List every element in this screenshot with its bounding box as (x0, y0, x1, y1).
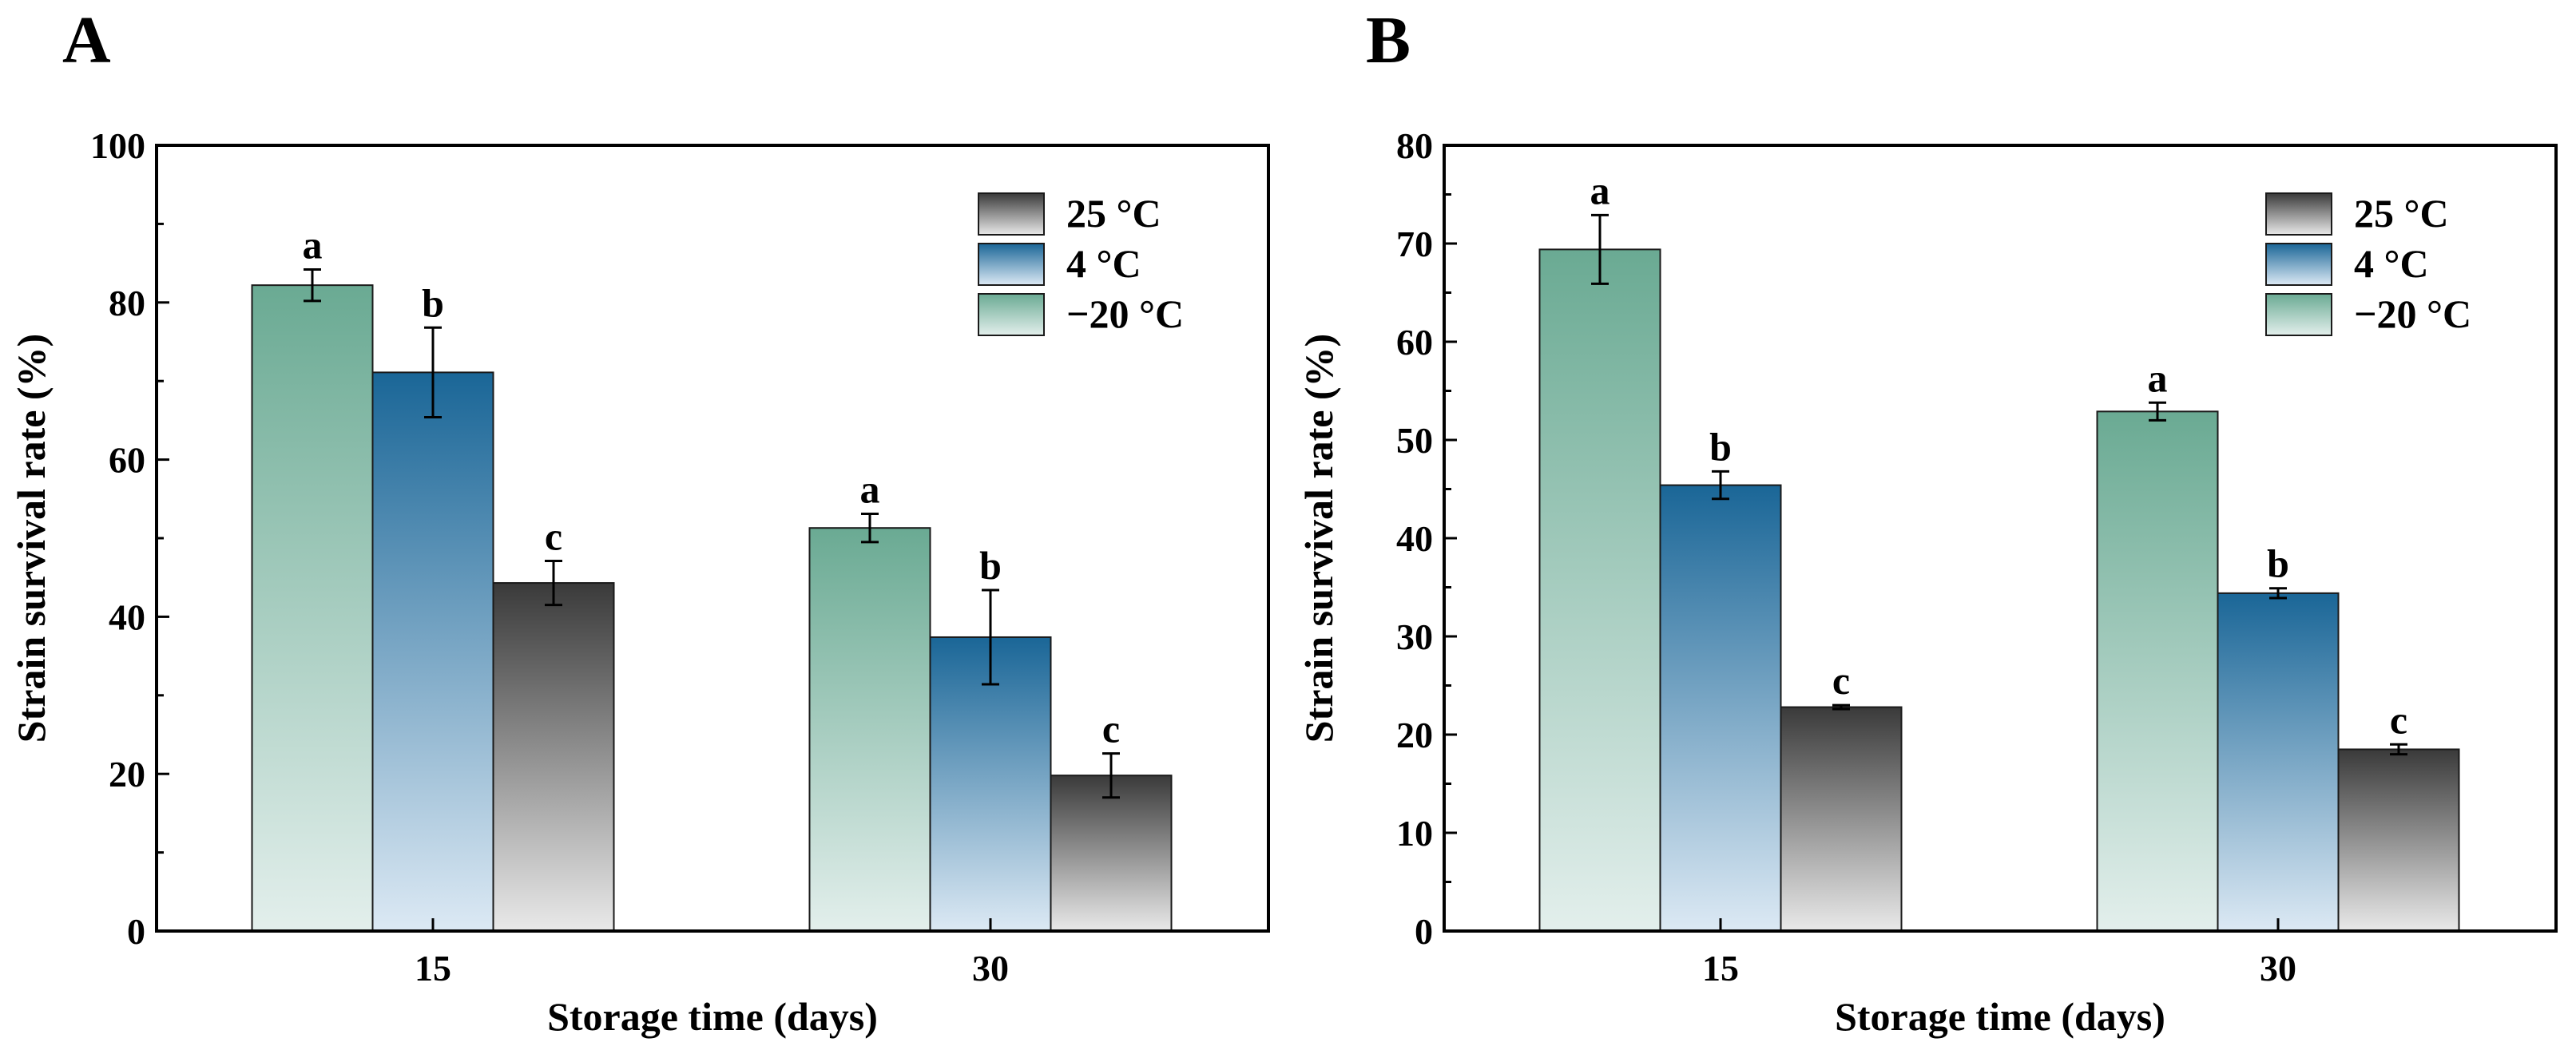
chart-1-bar-1-0 (1659, 484, 1782, 932)
chart-0-ytick-label-1: 20 (109, 754, 145, 794)
chart-panel-b: a a b b c c 0 10 20 30 40 50 60 70 80 15 30 Storage time … (1296, 125, 2558, 1039)
chart-panel-a: a a b b c c 0 20 40 60 80 100 15 30 Storage time (days… (9, 125, 1270, 1039)
chart-0-ytick-label-3: 60 (109, 440, 145, 481)
chart-1-ytick-label-2: 20 (1396, 715, 1433, 755)
chart-1-bar-1-1 (2217, 592, 2340, 932)
chart-1-ytick-label-6: 60 (1396, 322, 1433, 363)
panel-letter-a: A (62, 3, 111, 77)
chart-0-bar-2-1 (1050, 775, 1173, 933)
chart-0-legend-label-2: −20 °C (1066, 291, 1184, 336)
chart-1-ytick-label-1: 10 (1396, 813, 1433, 854)
chart-1-bar-2-0 (1780, 706, 1903, 932)
chart-0-sig-label-1-0: b (422, 280, 444, 325)
chart-0-sig-label-2-1: c (1102, 707, 1120, 751)
chart-1-legend-swatch-0 (2265, 192, 2332, 236)
chart-1-ytick-label-8: 80 (1396, 125, 1433, 166)
chart-0-bar-0-1 (808, 527, 931, 932)
chart-0-sig-label-2-0: c (545, 514, 562, 559)
chart-0-ytick-label-2: 40 (109, 596, 145, 637)
chart-0-ytick-label-0: 0 (127, 911, 145, 952)
chart-1-bar-2-1 (2337, 748, 2460, 933)
chart-1-legend-label-1: 4 °C (2354, 241, 2429, 286)
chart-1-xtick-label-0: 15 (1702, 948, 1739, 989)
chart-1-sig-label-0-0: a (1590, 168, 1610, 212)
chart-0-sig-label-1-1: b (979, 543, 1002, 588)
chart-0-legend-label-0: 25 °C (1066, 191, 1161, 236)
chart-0-bar-1-0 (371, 371, 494, 933)
chart-0-legend-swatch-0 (978, 192, 1045, 236)
chart-1-sig-label-2-1: c (2390, 697, 2407, 742)
chart-0-sig-label-0-0: a (303, 222, 323, 267)
chart-1-ytick-label-0: 0 (1415, 911, 1433, 952)
chart-1-legend-swatch-1 (2265, 243, 2332, 286)
chart-1-sig-label-0-1: a (2148, 355, 2168, 400)
chart-0-bar-0-0 (251, 284, 374, 933)
chart-1-ytick-label-4: 40 (1396, 518, 1433, 559)
chart-1-sig-label-1-0: b (1709, 424, 1732, 469)
chart-1-legend-swatch-2 (2265, 293, 2332, 336)
chart-0-y-axis-title: Strain survival rate (%) (9, 334, 54, 743)
chart-1-ytick-label-3: 30 (1396, 616, 1433, 657)
chart-0-legend-label-1: 4 °C (1066, 241, 1141, 286)
chart-1-legend-label-2: −20 °C (2354, 291, 2471, 336)
chart-1-y-axis-title: Strain survival rate (%) (1296, 334, 1341, 743)
chart-1-ytick-label-5: 50 (1396, 420, 1433, 461)
chart-1-sig-label-1-1: b (2267, 541, 2289, 586)
chart-0-bar-2-0 (492, 582, 615, 932)
chart-0-legend-swatch-2 (978, 293, 1045, 336)
chart-0-ytick-label-4: 80 (109, 283, 145, 323)
panel-letter-b: B (1366, 3, 1411, 77)
chart-0-legend-swatch-1 (978, 243, 1045, 286)
chart-1-bar-0-1 (2096, 410, 2219, 932)
chart-1-legend-label-0: 25 °C (2354, 191, 2449, 236)
chart-0-ytick-label-5: 100 (90, 125, 145, 166)
chart-0-sig-label-0-1: a (860, 466, 880, 511)
chart-1-x-axis-title: Storage time (days) (1835, 994, 2165, 1039)
chart-1-xtick-label-1: 30 (2260, 948, 2296, 989)
chart-0-xtick-label-0: 15 (415, 948, 451, 989)
chart-1-ytick-label-7: 70 (1396, 224, 1433, 264)
chart-0-xtick-label-1: 30 (972, 948, 1009, 989)
chart-1-bar-0-0 (1538, 248, 1661, 932)
chart-0-x-axis-title: Storage time (days) (547, 994, 878, 1039)
chart-1-sig-label-2-0: c (1832, 658, 1850, 703)
